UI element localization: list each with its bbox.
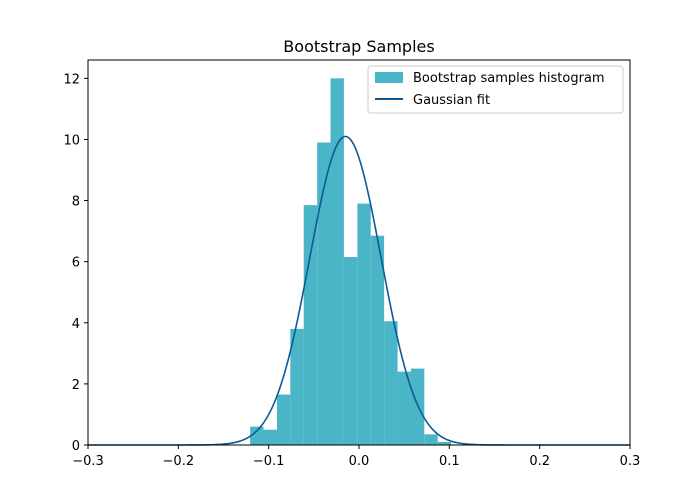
legend-box (367, 65, 624, 114)
y-tick-label: 4 (72, 317, 80, 332)
histogram-bar (303, 205, 318, 445)
x-tick-label: −0.1 (253, 454, 285, 469)
y-tick-label: 12 (63, 72, 80, 87)
y-tick-label: 2 (72, 378, 80, 393)
x-tick-label: 0.3 (620, 454, 641, 469)
y-tick-label: 10 (63, 133, 80, 148)
histogram-bar (263, 429, 277, 445)
x-tick-label: −0.3 (72, 454, 104, 469)
legend-histogram-swatch (375, 72, 403, 83)
histogram-bar (437, 441, 452, 445)
y-tick-label: 8 (72, 195, 80, 210)
histogram-bar (317, 142, 331, 445)
histogram-bar (330, 78, 344, 445)
chart-title: Bootstrap Samples (283, 37, 434, 56)
histogram-bar (343, 257, 358, 445)
histogram-bar (424, 434, 438, 445)
x-tick-label: 0.0 (349, 454, 370, 469)
histogram-bar (384, 321, 398, 445)
histogram-bar (290, 328, 304, 445)
x-tick-label: 0.1 (439, 454, 460, 469)
legend: Bootstrap samples histogram Gaussian fit (367, 65, 624, 114)
x-tick-label: 0.2 (529, 454, 550, 469)
x-tick-label: −0.2 (163, 454, 195, 469)
histogram-bar (397, 371, 411, 445)
y-tick-label: 6 (72, 256, 80, 271)
y-tick-label: 0 (72, 439, 80, 454)
histogram-bar (357, 203, 371, 445)
y-axis-ticks: 0 2 4 6 8 10 12 (63, 72, 88, 454)
legend-histogram-label: Bootstrap samples histogram (413, 71, 605, 86)
legend-fit-label: Gaussian fit (413, 93, 490, 108)
histogram-bar (276, 394, 291, 445)
histogram-bars (250, 78, 452, 445)
histogram-bar (250, 426, 264, 445)
histogram-bar (370, 235, 385, 445)
x-axis-ticks: −0.3 −0.2 −0.1 0.0 0.1 0.2 0.3 (72, 445, 640, 469)
